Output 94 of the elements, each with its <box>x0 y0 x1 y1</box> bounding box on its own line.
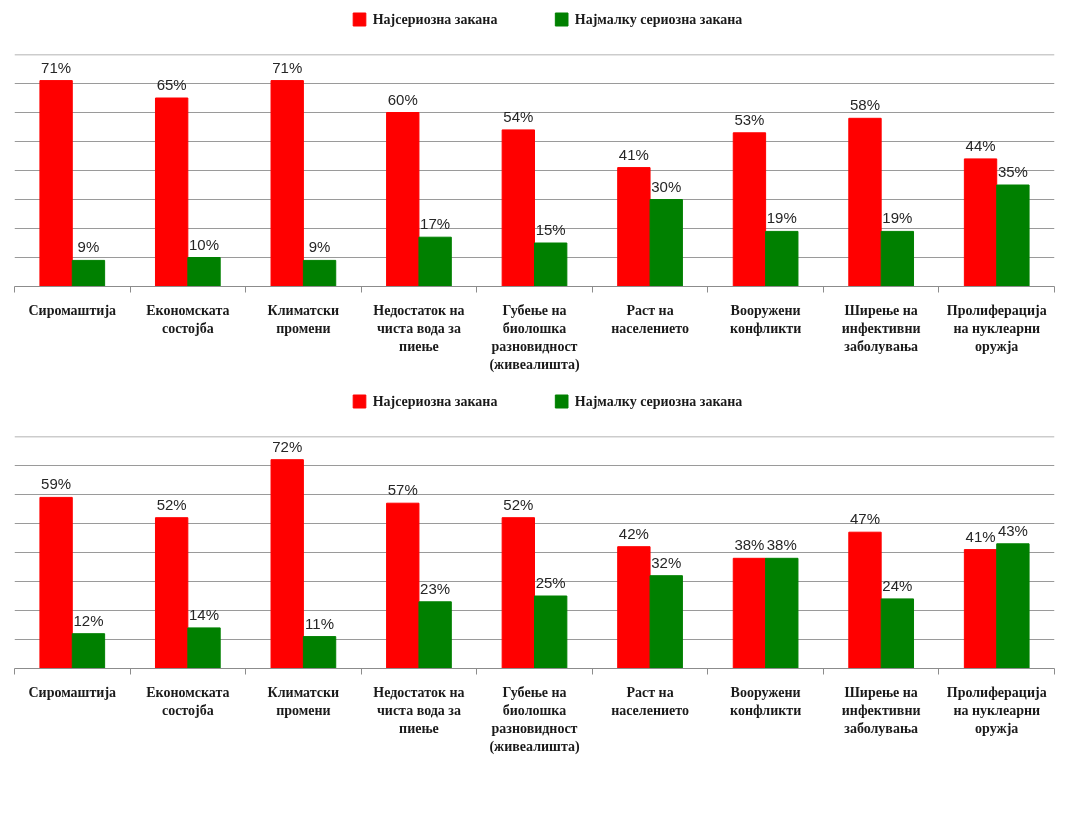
data-label: 32% <box>651 553 682 571</box>
data-label: 52% <box>503 495 534 513</box>
data-label: 30% <box>651 177 682 195</box>
data-label: 59% <box>41 475 72 493</box>
data-label: 35% <box>997 163 1028 180</box>
bar <box>848 531 882 669</box>
bar <box>732 557 767 669</box>
data-label: 10% <box>189 235 220 253</box>
bar <box>848 117 882 287</box>
legend-label: Најмалку сериозна закана <box>574 12 743 27</box>
data-label: 44% <box>965 136 996 154</box>
bar <box>501 517 535 669</box>
bar <box>996 184 1030 287</box>
data-label: 15% <box>535 221 566 238</box>
bar <box>617 167 651 287</box>
bar <box>187 627 221 669</box>
bar <box>534 242 568 287</box>
x-tick-label: Вооружени конфликти <box>730 302 802 336</box>
bar <box>617 546 651 669</box>
data-label: 19% <box>882 209 913 227</box>
bar <box>418 601 452 669</box>
data-label: 60% <box>387 90 418 108</box>
data-label: 23% <box>420 579 451 597</box>
data-label: 65% <box>156 76 187 93</box>
bar <box>270 459 304 669</box>
x-tick-label: Сиромаштија <box>28 684 117 700</box>
data-label: 52% <box>156 495 187 513</box>
bar <box>39 496 73 669</box>
x-tick-label: Климатски промени <box>267 302 340 336</box>
data-label: 17% <box>420 215 451 233</box>
bar <box>649 199 683 287</box>
x-tick-label: Пролиферација на нуклеарни оружја <box>946 684 1047 736</box>
x-tick-label: Недостаток на чиста вода за пиење <box>373 684 465 736</box>
bar <box>649 575 683 669</box>
data-label: 57% <box>387 481 418 499</box>
legend-label: Најсериозна закана <box>372 394 498 409</box>
bar <box>501 129 535 287</box>
x-tick-label: Економската состојба <box>146 302 230 336</box>
x-tick-label: Ширење на инфективни заболувања <box>841 684 921 736</box>
data-label: 24% <box>882 576 913 594</box>
x-tick-label: Раст на населението <box>611 302 689 336</box>
bar <box>732 132 767 287</box>
data-label: 38% <box>734 536 765 554</box>
x-tick-label: Пролиферација на нуклеарни оружја <box>946 302 1047 354</box>
bar <box>963 158 998 287</box>
bar <box>71 633 106 669</box>
bar <box>963 549 998 669</box>
data-label: 38% <box>766 536 797 554</box>
legend-label: Најмалку сериозна закана <box>574 394 743 409</box>
bar <box>39 80 73 287</box>
x-tick-label: Климатски промени <box>267 684 340 718</box>
bar <box>880 598 915 669</box>
data-label: 19% <box>766 209 797 227</box>
data-label: 14% <box>189 605 220 623</box>
bar <box>386 502 420 669</box>
data-label: 53% <box>734 110 765 128</box>
bar <box>765 230 799 287</box>
bar <box>187 257 221 287</box>
data-label: 11% <box>305 614 335 632</box>
bar <box>765 557 799 669</box>
bar <box>386 112 420 287</box>
x-tick-label: Губење на биолошка разновидност (живеалишта) <box>489 302 580 373</box>
bar <box>154 97 189 287</box>
data-label: 41% <box>618 145 649 163</box>
data-label: 58% <box>849 96 881 114</box>
data-label: 43% <box>997 521 1028 539</box>
data-label: 41% <box>965 527 996 545</box>
bar <box>302 259 337 287</box>
data-label: 25% <box>535 574 566 591</box>
bar <box>71 259 106 287</box>
legend-label: Најсериозна закана <box>372 12 498 27</box>
data-label: 72% <box>272 437 303 455</box>
bar <box>534 595 568 669</box>
bar <box>302 636 337 669</box>
bar <box>270 80 304 287</box>
x-tick-label: Вооружени конфликти <box>730 684 802 718</box>
data-label: 42% <box>618 524 649 542</box>
x-tick-label: Сиромаштија <box>28 302 117 318</box>
data-label: 71% <box>272 58 303 76</box>
data-label: 9% <box>77 238 100 256</box>
data-label: 9% <box>308 238 331 256</box>
x-tick-label: Недостаток на чиста вода за пиење <box>373 302 465 354</box>
data-label: 54% <box>503 107 534 125</box>
data-label: 12% <box>73 611 104 629</box>
x-tick-label: Раст на населението <box>611 684 689 718</box>
x-tick-label: Губење на биолошка разновидност (живеалишта) <box>489 684 580 755</box>
x-tick-label: Економската состојба <box>146 684 230 718</box>
bar <box>880 230 915 287</box>
x-tick-label: Ширење на инфективни заболувања <box>841 302 921 354</box>
bar <box>418 236 452 287</box>
data-label: 71% <box>41 58 72 76</box>
bar <box>996 543 1030 669</box>
bar <box>154 517 189 669</box>
data-label: 47% <box>849 510 881 528</box>
